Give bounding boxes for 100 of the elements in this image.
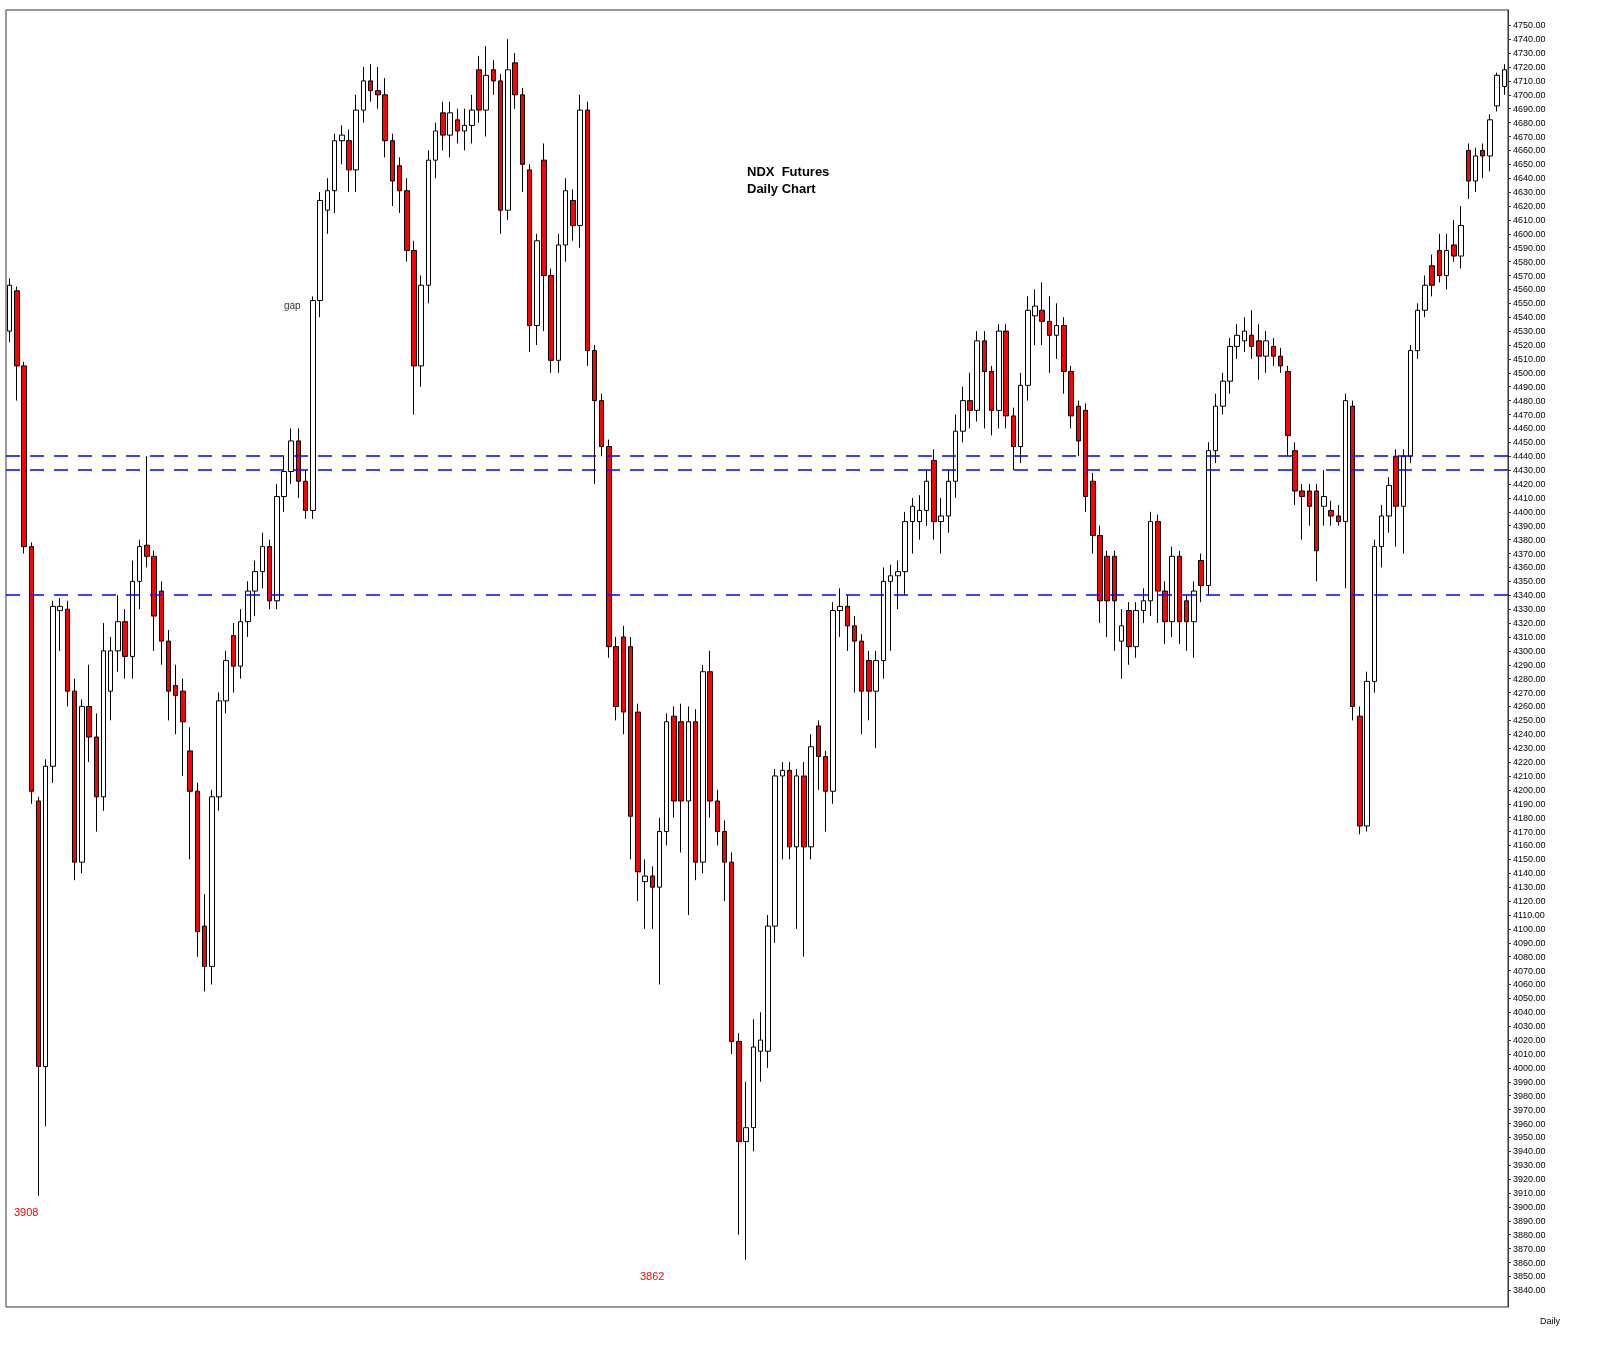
candlestick xyxy=(1278,347,1283,374)
y-tick-label: 3920.00 xyxy=(1513,1174,1546,1185)
candlestick xyxy=(1213,393,1218,464)
candlestick xyxy=(159,580,164,666)
candlestick xyxy=(845,594,850,652)
y-tick-label: 4270.00 xyxy=(1513,687,1546,698)
y-tick-label: 4530.00 xyxy=(1513,326,1546,337)
y-tick-label: 4480.00 xyxy=(1513,395,1546,406)
candlestick xyxy=(238,608,243,680)
candlestick xyxy=(1271,337,1276,367)
y-tick-label: 4560.00 xyxy=(1513,284,1546,295)
y-tick-label: 4140.00 xyxy=(1513,868,1546,879)
y-tick-label: 4470.00 xyxy=(1513,409,1546,420)
candlestick xyxy=(917,494,922,541)
y-tick-label: 4680.00 xyxy=(1513,117,1546,128)
y-tick-label: 4190.00 xyxy=(1513,798,1546,809)
candlestick xyxy=(231,622,236,694)
candlestick xyxy=(664,712,669,846)
candlestick xyxy=(1184,594,1189,652)
candlestick xyxy=(397,156,402,214)
candlestick xyxy=(1480,142,1485,179)
candlestick xyxy=(455,108,460,144)
candlestick xyxy=(180,678,186,777)
candlestick xyxy=(1444,233,1449,290)
y-tick-label: 4200.00 xyxy=(1513,784,1546,795)
candlestick xyxy=(556,233,561,374)
y-tick-label: 4010.00 xyxy=(1513,1048,1546,1059)
y-tick-label: 3870.00 xyxy=(1513,1243,1546,1254)
y-tick-label: 4020.00 xyxy=(1513,1035,1546,1046)
y-tick-label: 4370.00 xyxy=(1513,548,1546,559)
y-tick-label: 4650.00 xyxy=(1513,159,1546,170)
y-tick-label: 4060.00 xyxy=(1513,979,1546,990)
candlestick xyxy=(621,625,626,735)
candlestick xyxy=(65,600,70,707)
candlestick xyxy=(433,122,438,179)
y-tick-label: 4730.00 xyxy=(1513,48,1546,59)
candlestick xyxy=(1148,511,1153,617)
candlestick xyxy=(1206,441,1211,596)
candlestick xyxy=(1487,113,1493,172)
y-tick-label: 4710.00 xyxy=(1513,75,1546,86)
y-tick-label: 4390.00 xyxy=(1513,520,1546,531)
y-tick-label: 3840.00 xyxy=(1513,1285,1546,1296)
candlestick xyxy=(166,629,171,721)
candlestick xyxy=(1047,295,1052,374)
candlestick xyxy=(72,678,77,881)
candlestick xyxy=(1494,72,1500,112)
candlestick xyxy=(1249,309,1254,360)
y-tick-label: 4100.00 xyxy=(1513,923,1546,934)
y-tick-label: 4590.00 xyxy=(1513,242,1546,253)
y-tick-label: 3940.00 xyxy=(1513,1146,1546,1157)
candlestick xyxy=(520,87,525,193)
candlestick xyxy=(195,782,200,958)
y-tick-label: 4720.00 xyxy=(1513,62,1546,72)
y-tick-label: 4690.00 xyxy=(1513,103,1546,114)
candlestick xyxy=(1083,402,1088,513)
text: NDX Futures xyxy=(747,164,830,179)
candlestick xyxy=(563,177,568,263)
y-tick-label: 4670.00 xyxy=(1513,131,1546,142)
candlestick xyxy=(1285,365,1291,457)
candlestick xyxy=(1018,372,1023,464)
candlestick xyxy=(816,719,821,791)
candlestick xyxy=(94,712,99,833)
y-tick-label: 4170.00 xyxy=(1513,826,1546,837)
candlestick xyxy=(787,761,792,860)
y-tick-label: 4400.00 xyxy=(1513,506,1546,517)
candlestick xyxy=(267,539,272,610)
candlestick xyxy=(325,177,330,235)
candlestick xyxy=(1054,302,1059,360)
text: Daily Chart xyxy=(747,181,817,196)
y-tick-label: 4120.00 xyxy=(1513,896,1546,907)
y-tick-label: 4290.00 xyxy=(1513,659,1546,670)
candlestick xyxy=(1372,539,1377,694)
y-tick-label: 3990.00 xyxy=(1513,1076,1546,1087)
candlestick xyxy=(1076,400,1081,457)
y-tick-label: 3970.00 xyxy=(1513,1104,1546,1115)
y-tick-label: 4050.00 xyxy=(1513,993,1546,1004)
candlestick xyxy=(1336,504,1341,527)
candlestick xyxy=(751,1018,756,1152)
candlestick xyxy=(982,330,987,429)
candlestick xyxy=(693,708,698,881)
candlestick xyxy=(946,469,951,534)
candlestick xyxy=(686,705,691,916)
candlestick xyxy=(642,858,648,930)
candlestick xyxy=(202,893,207,992)
y-tick-label: 4130.00 xyxy=(1513,882,1546,893)
y-tick-label: 4750.00 xyxy=(1513,20,1546,31)
candlestick xyxy=(527,163,532,353)
y-tick-label: 4000.00 xyxy=(1513,1062,1546,1073)
candlestick xyxy=(599,393,604,457)
candlestick xyxy=(462,108,467,151)
y-tick-label: 4250.00 xyxy=(1513,715,1546,726)
y-tick-label: 4410.00 xyxy=(1513,492,1546,503)
candlestick xyxy=(1408,344,1413,464)
y-tick-label: 4490.00 xyxy=(1513,381,1546,392)
y-tick-label: 4420.00 xyxy=(1513,479,1546,490)
y-tick-label: 4330.00 xyxy=(1513,604,1546,615)
candlestick xyxy=(1343,393,1348,589)
candlestick xyxy=(491,59,496,96)
annotation: gap xyxy=(284,299,302,311)
annotation: 3908 xyxy=(14,1205,39,1218)
